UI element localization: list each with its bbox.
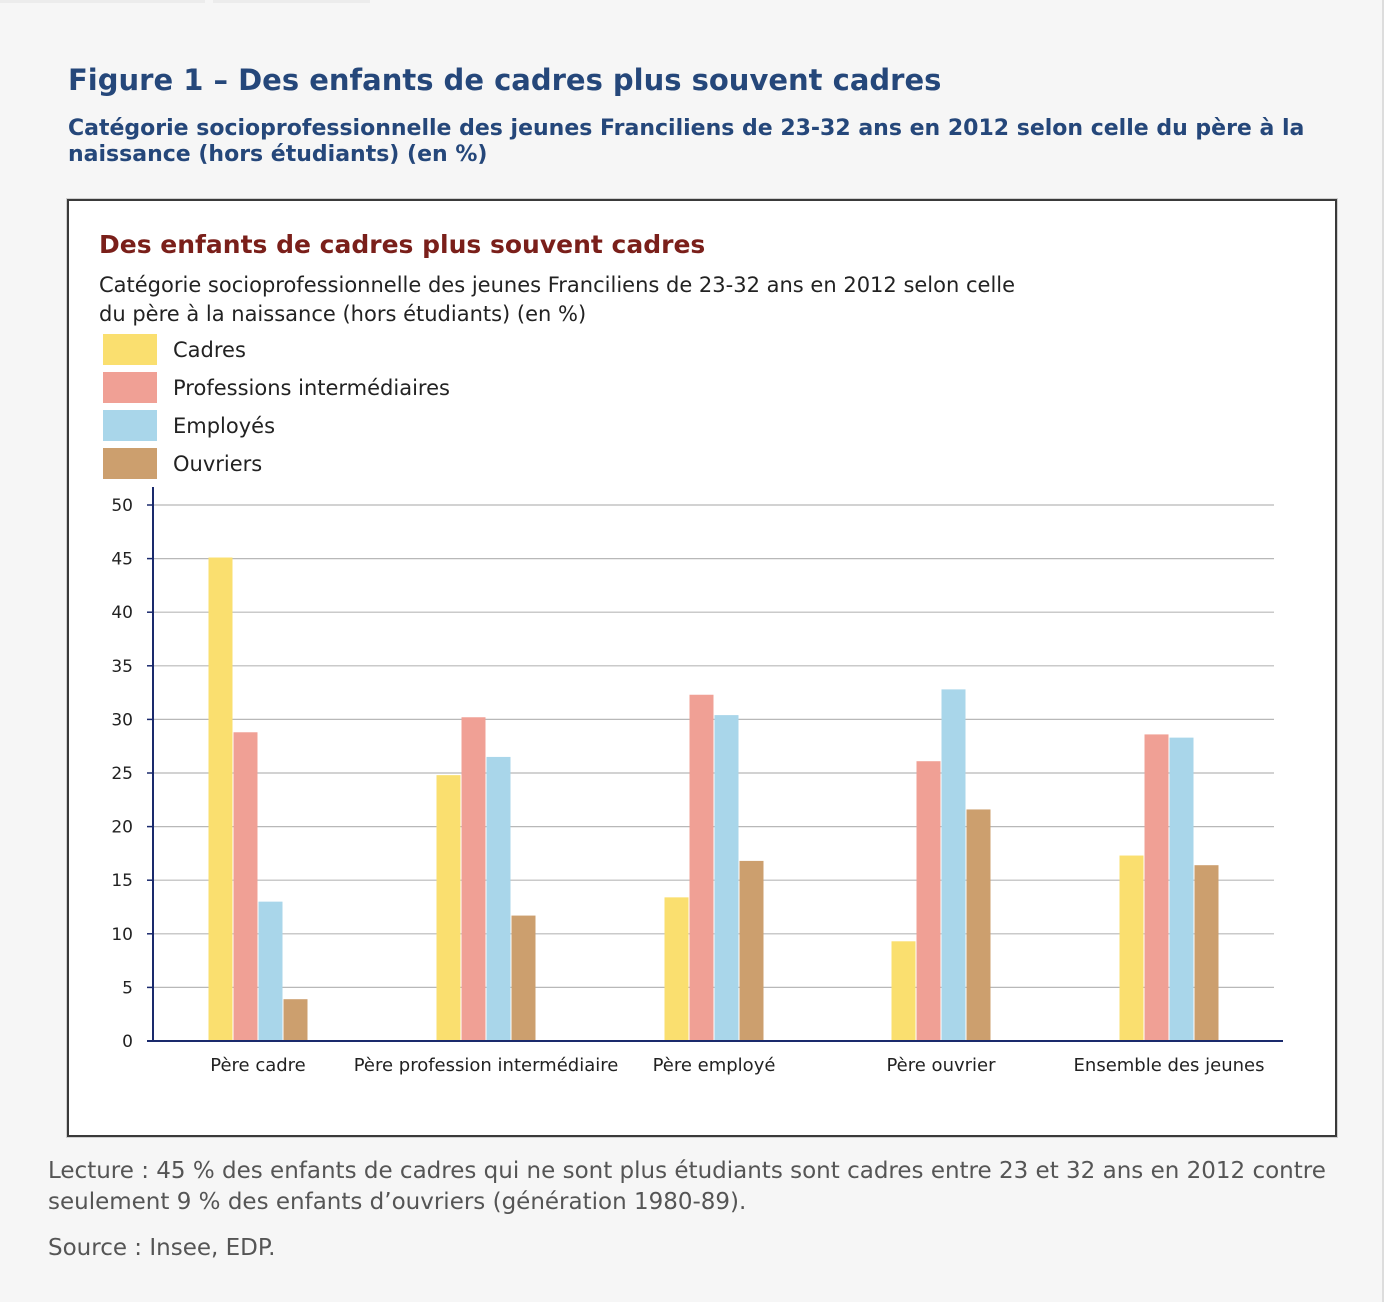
bar [891,941,916,1041]
y-tick-label: 40 [111,603,133,623]
x-tick-label: Père employé [653,1055,776,1076]
bar [461,717,486,1041]
bar [233,732,258,1041]
y-tick-label: 10 [111,925,133,945]
chart-frame: Des enfants de cadres plus souvent cadre… [67,199,1337,1137]
bar [436,775,461,1041]
y-tick-label: 25 [111,764,133,784]
y-tick-label: 0 [122,1032,133,1052]
y-tick-label: 30 [111,710,133,730]
source-note: Source : Insee, EDP. [48,1235,276,1261]
x-tick-label: Père profession intermédiaire [354,1055,619,1076]
legend-label: Ouvriers [173,452,263,476]
bar [739,860,764,1041]
tab-edge [213,0,370,3]
y-tick-label: 50 [111,496,133,516]
x-tick-label: Père ouvrier [886,1055,996,1076]
x-tick-label: Ensemble des jeunes [1074,1055,1265,1076]
bar [714,715,739,1041]
y-tick-label: 45 [111,550,133,570]
bar [966,809,991,1041]
bar [511,915,536,1041]
legend-swatch [103,410,157,441]
legend-swatch [103,372,157,403]
y-tick-label: 5 [122,978,133,998]
bar [1119,855,1144,1041]
bar [486,756,511,1041]
y-tick-label: 35 [111,657,133,677]
reading-note: Lecture : 45 % des enfants de cadres qui… [48,1158,1326,1215]
legend-swatch [103,334,157,365]
tab-edge [0,0,205,3]
bar [689,694,714,1041]
bar [916,761,941,1041]
bar [283,999,308,1041]
figure-subtitle: Catégorie socioprofessionnelle des jeune… [68,116,1305,167]
bar [664,897,689,1041]
bar [941,689,966,1041]
chart-title: Des enfants de cadres plus souvent cadre… [99,230,706,259]
chart-subtitle: Catégorie socioprofessionnelle des jeune… [99,273,1016,326]
bar [1169,737,1194,1041]
x-tick-label: Père cadre [210,1055,306,1076]
figure-title: Figure 1 – Des enfants de cadres plus so… [68,63,942,97]
bar [258,901,283,1041]
bar [1144,734,1169,1041]
bar [1194,865,1219,1041]
bar-chart-plot: 0 5 10 15 20 25 30 35 40 45 50 Père cadre Père profe… [111,487,1283,1076]
top-tab-strip [0,0,1384,4]
legend-label: Cadres [173,338,246,362]
legend-label: Professions intermédiaires [173,376,450,400]
bar [208,557,233,1041]
legend-swatch [103,448,157,479]
scrollbar-edge [1382,0,1384,1302]
legend-label: Employés [173,414,276,438]
y-tick-label: 15 [111,871,133,891]
y-tick-label: 20 [111,818,133,838]
